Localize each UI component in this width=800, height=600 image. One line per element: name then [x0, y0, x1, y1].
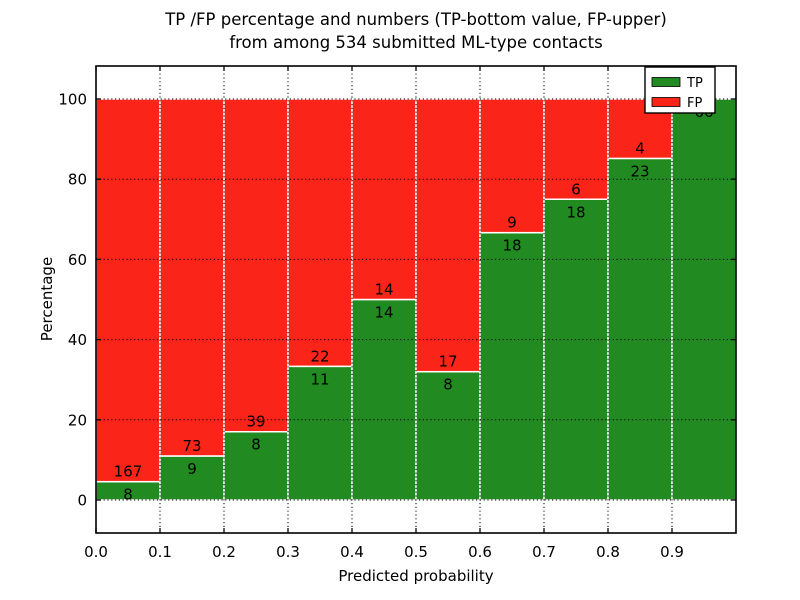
fp-bar-label: 6	[571, 180, 581, 198]
y-tick-label: 80	[68, 171, 87, 189]
chart-title-line2: from among 534 submitted ML-type contact…	[229, 33, 603, 52]
legend-swatch-tp	[651, 77, 681, 87]
y-axis-label: Percentage	[38, 256, 56, 342]
x-tick-label: 0.6	[468, 543, 492, 561]
fp-bar-label: 73	[182, 437, 201, 455]
tp-bar-label: 8	[251, 436, 261, 454]
legend-swatch-fp	[651, 97, 681, 107]
y-tick-label: 0	[77, 492, 87, 510]
tp-bar	[159, 455, 225, 501]
fp-bar	[543, 98, 609, 200]
tp-bar-label: 8	[123, 486, 133, 504]
tp-bar-label: 23	[630, 162, 649, 180]
tp-bar	[607, 157, 673, 501]
fp-bar-label: 14	[374, 281, 393, 299]
fp-bar-label: 9	[507, 214, 517, 232]
tp-bar-label: 8	[443, 376, 453, 394]
fp-bar	[287, 98, 353, 368]
tp-bar-label: 18	[502, 237, 521, 255]
x-tick-label: 0.8	[596, 543, 620, 561]
y-tick-label: 100	[58, 91, 87, 109]
fp-bar-label: 17	[438, 353, 457, 371]
x-tick-label: 0.0	[84, 543, 108, 561]
x-tick-label: 0.1	[148, 543, 172, 561]
x-tick-label: 0.9	[660, 543, 684, 561]
x-tick-label: 0.2	[212, 543, 236, 561]
tp-bar-label: 9	[187, 460, 197, 478]
tp-bar-label: 18	[566, 203, 585, 221]
fp-bar	[223, 98, 289, 433]
chart-title-line1: TP /FP percentage and numbers (TP-bottom…	[165, 10, 667, 29]
tp-bar	[479, 231, 545, 501]
fp-bar-label: 167	[114, 463, 143, 481]
fp-bar	[95, 98, 161, 483]
legend-label-tp: TP	[686, 76, 703, 91]
fp-bar-label: 4	[635, 139, 645, 157]
x-tick-label: 0.7	[532, 543, 556, 561]
legend-label-fp: FP	[687, 96, 702, 111]
y-tick-label: 40	[68, 331, 87, 349]
fp-bar	[159, 98, 225, 457]
y-tick-label: 60	[68, 251, 87, 269]
tp-bar	[671, 98, 737, 501]
chart-title: TP /FP percentage and numbers (TP-bottom…	[96, 8, 736, 54]
tp-bar-label: 14	[374, 304, 393, 322]
x-tick-label: 0.4	[340, 543, 364, 561]
x-axis-label: Predicted probability	[338, 567, 494, 585]
fp-bar-label: 22	[310, 347, 329, 365]
fp-bar	[479, 98, 545, 234]
x-tick-label: 0.5	[404, 543, 428, 561]
x-tick-label: 0.3	[276, 543, 300, 561]
tp-bar-label: 11	[310, 370, 329, 388]
tp-bar	[287, 365, 353, 501]
y-tick-label: 20	[68, 411, 87, 429]
fp-bar	[351, 98, 417, 301]
fp-bar	[415, 98, 481, 373]
tp-bar	[351, 298, 417, 501]
tp-bar	[543, 198, 609, 501]
tp-bar	[415, 370, 481, 501]
fp-bar-label: 39	[246, 413, 265, 431]
